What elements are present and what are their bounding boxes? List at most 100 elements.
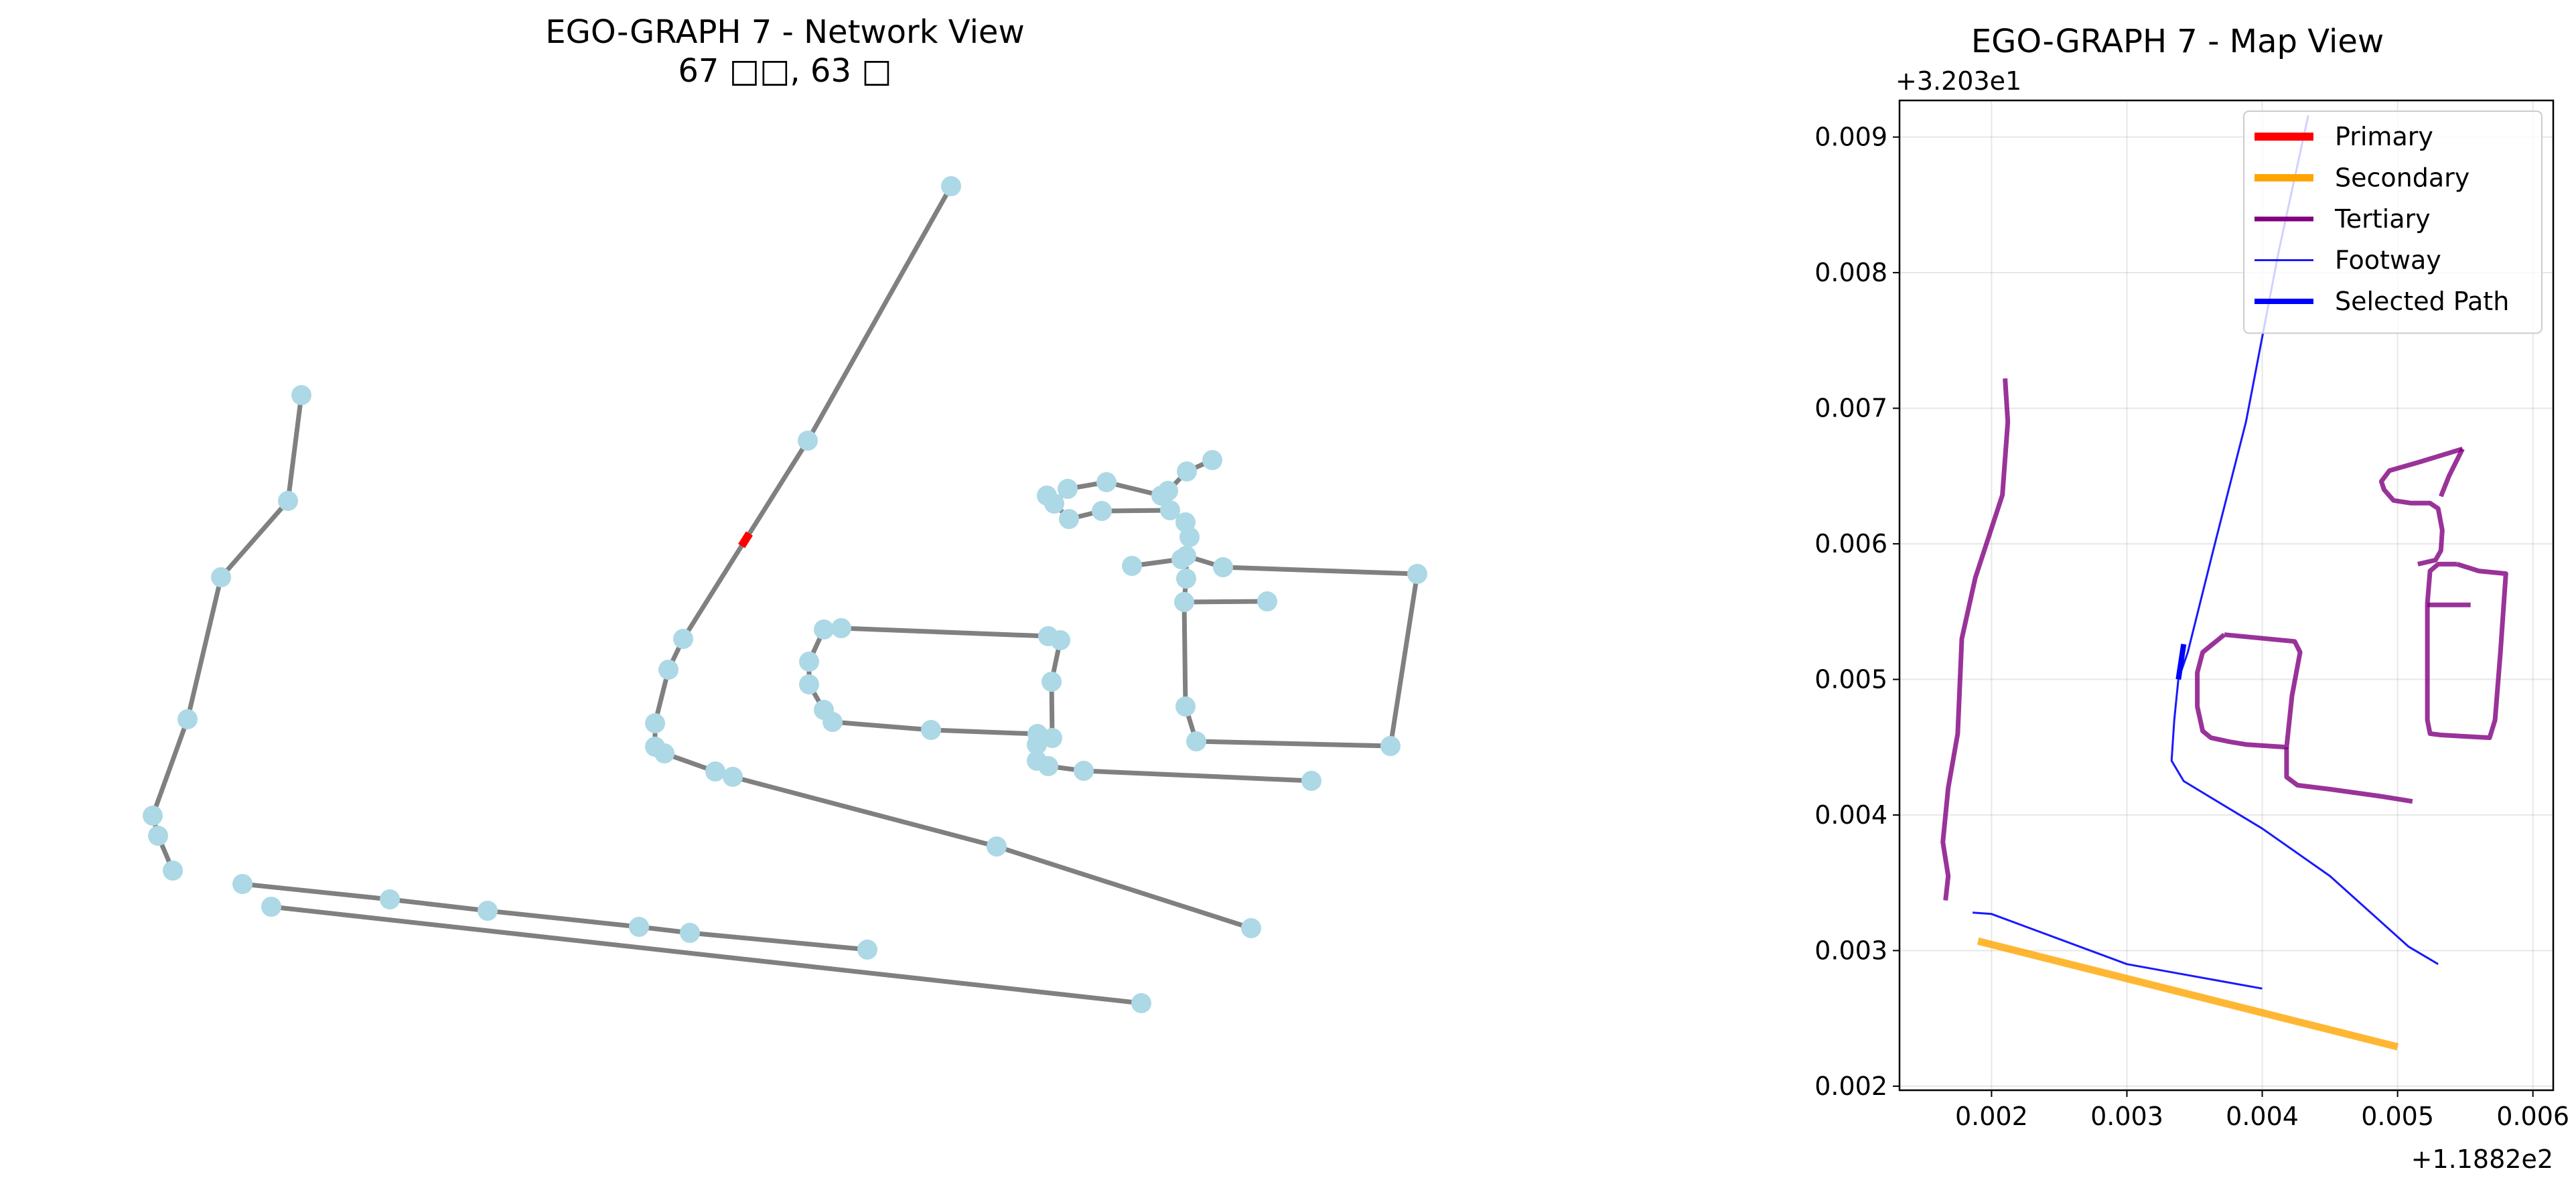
- network-node: [941, 176, 961, 196]
- network-node: [232, 874, 253, 894]
- map-x-tick-label: 0.006: [2496, 1102, 2569, 1131]
- map-x-offset-label: +1.1882e2: [2411, 1144, 2553, 1174]
- map-x-axis: 0.002 0.003 0.004 0.005 0.006: [1955, 1090, 2569, 1131]
- map-series-tertiary: [2378, 446, 2463, 567]
- network-node: [1050, 630, 1070, 650]
- network-node: [177, 709, 198, 729]
- map-y-tick-label: 0.005: [1814, 665, 1887, 694]
- network-node: [1186, 731, 1206, 751]
- network-edge: [730, 774, 999, 849]
- network-edge: [1182, 599, 1188, 709]
- network-node: [1213, 557, 1233, 577]
- map-x-tick-label: 0.003: [2090, 1102, 2163, 1131]
- legend-label-footway: Footway: [2335, 246, 2441, 275]
- network-edge: [805, 183, 954, 443]
- network-node: [1179, 527, 1200, 547]
- map-y-tick-label: 0.006: [1814, 529, 1887, 559]
- map-y-tick-label: 0.004: [1814, 800, 1887, 830]
- network-node: [143, 806, 163, 826]
- network-node: [654, 743, 674, 763]
- network-node: [1176, 569, 1196, 589]
- network-edge: [240, 881, 392, 902]
- network-view-panel: EGO-GRAPH 7 - Network View 67 □□, 63 □: [143, 13, 1427, 1013]
- network-node: [857, 940, 877, 960]
- network-node: [1058, 479, 1078, 499]
- map-axes-frame: [1898, 99, 2555, 1092]
- network-node: [1301, 771, 1321, 791]
- network-node: [1059, 509, 1079, 529]
- network-node: [705, 761, 725, 782]
- network-node: [799, 674, 819, 694]
- network-edge: [687, 930, 870, 952]
- network-node: [1171, 549, 1192, 569]
- network-node: [1158, 481, 1178, 501]
- network-node: [1027, 735, 1047, 755]
- network-highlighted-edges: [738, 531, 753, 548]
- network-view-subtitle: 67 □□, 63 □: [678, 52, 891, 90]
- map-y-axis: 0.002 0.003 0.004 0.005 0.006 0.007 0.008 0.009: [1814, 123, 1900, 1101]
- network-edge: [1220, 565, 1420, 577]
- network-node: [921, 720, 941, 740]
- network-node: [261, 897, 281, 917]
- network-node: [1044, 494, 1064, 514]
- network-node: [1160, 500, 1180, 520]
- network-view-title: EGO-GRAPH 7 - Network View: [545, 13, 1024, 51]
- network-edge: [1194, 739, 1393, 749]
- legend-label-tertiary: Tertiary: [2334, 204, 2431, 234]
- network-edge: [269, 904, 1144, 1006]
- network-node: [831, 618, 851, 638]
- network-edge: [150, 717, 190, 818]
- map-series: [1940, 115, 2508, 1051]
- network-node: [1380, 736, 1401, 756]
- network-node: [987, 836, 1007, 857]
- network-nodes: [143, 176, 1427, 1013]
- map-y-tick-label: 0.008: [1814, 258, 1887, 287]
- network-edge: [839, 625, 1051, 639]
- network-node: [291, 385, 311, 405]
- network-edge: [485, 908, 642, 930]
- network-node: [1038, 756, 1058, 776]
- legend-label-primary: Primary: [2335, 122, 2433, 151]
- map-y-tick-label: 0.003: [1814, 936, 1887, 965]
- network-node: [1122, 556, 1142, 576]
- network-node: [478, 901, 498, 921]
- network-edge: [218, 498, 291, 580]
- legend-box: [2243, 110, 2543, 334]
- network-node: [814, 619, 834, 640]
- map-series-tertiary: [2284, 747, 2413, 804]
- network-edge: [1099, 508, 1173, 514]
- map-series-tertiary: [1940, 378, 2011, 901]
- map-series-secondary: [1977, 937, 2399, 1051]
- network-edge: [1388, 571, 1420, 749]
- map-y-tick-label: 0.002: [1814, 1071, 1887, 1101]
- network-node: [680, 923, 700, 943]
- network-node: [799, 652, 819, 672]
- network-node: [163, 861, 183, 881]
- map-x-tick-label: 0.004: [2226, 1102, 2299, 1131]
- network-node: [645, 713, 665, 733]
- network-node: [1131, 993, 1151, 1013]
- network-node: [148, 826, 168, 846]
- network-node: [798, 431, 818, 451]
- network-edge: [1081, 768, 1314, 784]
- map-series-tertiary: [2425, 561, 2508, 741]
- network-node: [211, 567, 231, 587]
- network-highlighted-edge: [738, 531, 753, 548]
- legend-label-selected: Selected Path: [2335, 287, 2509, 316]
- map-y-offset-label: +3.203e1: [1895, 66, 2021, 96]
- network-edge: [387, 897, 490, 913]
- network-edge: [185, 575, 224, 722]
- network-edge: [285, 392, 304, 504]
- map-series-footway: [2170, 115, 2439, 965]
- network-node: [1174, 592, 1194, 612]
- map-series-tertiary: [2195, 632, 2303, 750]
- network-node: [1042, 728, 1062, 748]
- network-node: [1407, 564, 1427, 584]
- network-node: [1257, 591, 1277, 611]
- network-node: [629, 917, 649, 937]
- map-y-tick-label: 0.007: [1814, 394, 1887, 423]
- network-node: [1042, 672, 1062, 692]
- map-series-selected: [2175, 644, 2187, 680]
